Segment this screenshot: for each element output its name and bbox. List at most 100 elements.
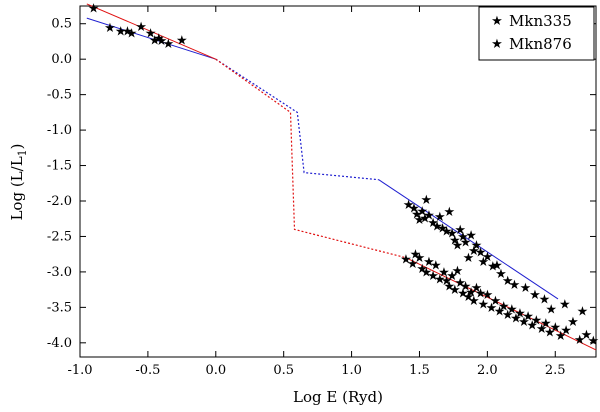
- data-point-mkn335: ★: [416, 204, 428, 219]
- data-point-mkn876: ★: [587, 334, 599, 349]
- data-point-mkn335: ★: [529, 288, 541, 303]
- data-point-mkn335: ★: [427, 216, 439, 231]
- data-point-mkn876: ★: [423, 255, 435, 270]
- data-point-mkn335: ★: [482, 250, 494, 265]
- data-point-mkn335: ★: [577, 304, 589, 319]
- data-point-mkn335: ★: [460, 236, 472, 251]
- data-point-mkn876: ★: [452, 264, 464, 279]
- data-point-mkn876: ★: [498, 299, 510, 314]
- data-point-mkn876: ★: [420, 265, 432, 280]
- data-point-mkn876: ★: [468, 294, 480, 309]
- data-point-mkn876: ★: [145, 26, 157, 41]
- x-tick-label: 1.0: [341, 363, 362, 378]
- data-point-mkn876: ★: [522, 309, 534, 324]
- data-point-mkn876: ★: [477, 297, 489, 312]
- data-point-mkn335: ★: [431, 219, 443, 234]
- data-point-mkn876: ★: [540, 317, 552, 332]
- data-point-mkn876: ★: [416, 262, 428, 277]
- data-point-mkn335: ★: [457, 230, 469, 245]
- data-point-mkn876: ★: [441, 274, 453, 289]
- data-point-mkn335: ★: [465, 229, 477, 244]
- data-point-mkn876: ★: [518, 315, 530, 330]
- data-point-mkn876: ★: [88, 2, 100, 17]
- data-points: ★ ★ ★ ★★★★★★★★★★★★★★★★★★★★★★★★★★★★★★★★★★★ ★★…: [88, 2, 599, 350]
- data-point-mkn876: ★: [414, 251, 426, 266]
- data-point-mkn876: ★: [494, 304, 506, 319]
- data-point-mkn876: ★: [153, 31, 165, 46]
- data-point-mkn876: ★: [438, 265, 450, 280]
- data-point-mkn335: ★: [437, 221, 449, 236]
- x-tick-label: 0.5: [273, 363, 294, 378]
- data-point-mkn335: ★: [434, 210, 446, 225]
- axis-tick-labels: -1.0 -0.5 0.0 0.5 1.0 1.5 2.0 2.5 0.5 0.0 -0.5 -1.0…: [47, 17, 566, 378]
- data-point-mkn335: ★: [156, 34, 168, 49]
- data-point-mkn876: ★: [430, 258, 442, 273]
- data-point-mkn335: ★: [502, 274, 514, 289]
- fit-lines: [86, 3, 597, 351]
- data-point-mkn876: ★: [434, 273, 446, 288]
- data-point-mkn876: ★: [549, 321, 561, 336]
- legend-label-mkn876: Mkn876: [509, 35, 572, 53]
- data-point-mkn876: ★: [465, 285, 477, 300]
- extrapolation-line-mkn876: [215, 58, 407, 259]
- y-tick-label: -3.0: [47, 265, 72, 280]
- data-point-mkn876: ★: [122, 24, 134, 39]
- data-point-mkn335: ★: [411, 207, 423, 222]
- data-point-mkn876: ★: [526, 319, 538, 334]
- x-tick-label: 2.0: [477, 363, 498, 378]
- extrapolation-line-mkn335: [215, 58, 379, 181]
- data-point-mkn335: ★: [545, 302, 557, 317]
- data-point-mkn876: ★: [555, 329, 567, 344]
- data-point-mkn335: ★: [419, 212, 431, 227]
- fit-line-mkn876: [86, 3, 216, 60]
- data-point-mkn876: ★: [135, 20, 147, 35]
- data-point-mkn335: ★: [449, 234, 461, 249]
- y-tick-label: -2.0: [47, 194, 72, 209]
- data-point-mkn876: ★: [427, 269, 439, 284]
- y-axis-title-subscript: 1: [16, 149, 29, 156]
- x-tick-label: 0.0: [205, 363, 226, 378]
- x-tick-label: -0.5: [135, 363, 160, 378]
- fit-line-xray-mkn335: [378, 179, 559, 300]
- data-point-mkn876: ★: [463, 290, 475, 305]
- data-point-mkn335: ★: [559, 297, 571, 312]
- data-point-mkn876: ★: [514, 307, 526, 322]
- data-point-mkn335: ★: [468, 244, 480, 259]
- data-point-mkn335: ★: [403, 198, 415, 213]
- data-point-mkn876: ★: [486, 301, 498, 316]
- legend: ★ Mkn335 ★ Mkn876: [478, 6, 595, 61]
- data-point-mkn876: ★: [443, 280, 455, 295]
- data-point-mkn335: ★: [491, 258, 503, 273]
- plot-frame: [79, 5, 597, 358]
- data-point-mkn876: ★: [475, 287, 487, 302]
- data-point-mkn876: ★: [574, 333, 586, 348]
- y-tick-label: -3.5: [47, 300, 72, 315]
- legend-box: [478, 6, 595, 61]
- data-point-mkn335: ★: [475, 246, 487, 261]
- data-point-mkn876: ★: [530, 314, 542, 329]
- data-point-mkn335: ★: [104, 21, 116, 36]
- fit-line-mkn335: [86, 17, 216, 60]
- data-point-mkn335: ★: [509, 278, 521, 293]
- data-point-mkn876: ★: [581, 328, 593, 343]
- data-point-mkn876: ★: [176, 34, 188, 49]
- data-point-mkn335: ★: [539, 292, 551, 307]
- data-point-mkn335: ★: [423, 209, 435, 224]
- data-point-mkn876: ★: [502, 308, 514, 323]
- data-point-mkn876: ★: [536, 322, 548, 337]
- data-point-mkn335: ★: [520, 281, 532, 296]
- data-point-mkn335: ★: [420, 193, 432, 208]
- data-point-mkn876: ★: [407, 257, 419, 272]
- x-axis-title: Log E (Ryd): [293, 388, 383, 406]
- axis-ticks: [79, 6, 596, 357]
- data-point-mkn335: ★: [162, 37, 174, 52]
- data-point-mkn876: ★: [410, 248, 422, 263]
- data-point-mkn335: ★: [471, 239, 483, 254]
- data-point-mkn335: ★: [408, 202, 420, 217]
- y-axis-title-close: ): [8, 143, 26, 149]
- y-axis-title: Log (L/L1): [8, 143, 29, 220]
- y-tick-label: -2.5: [47, 229, 72, 244]
- data-point-mkn335: ★: [115, 24, 127, 39]
- x-tick-label: 2.5: [545, 363, 566, 378]
- data-point-mkn335: ★: [414, 213, 426, 228]
